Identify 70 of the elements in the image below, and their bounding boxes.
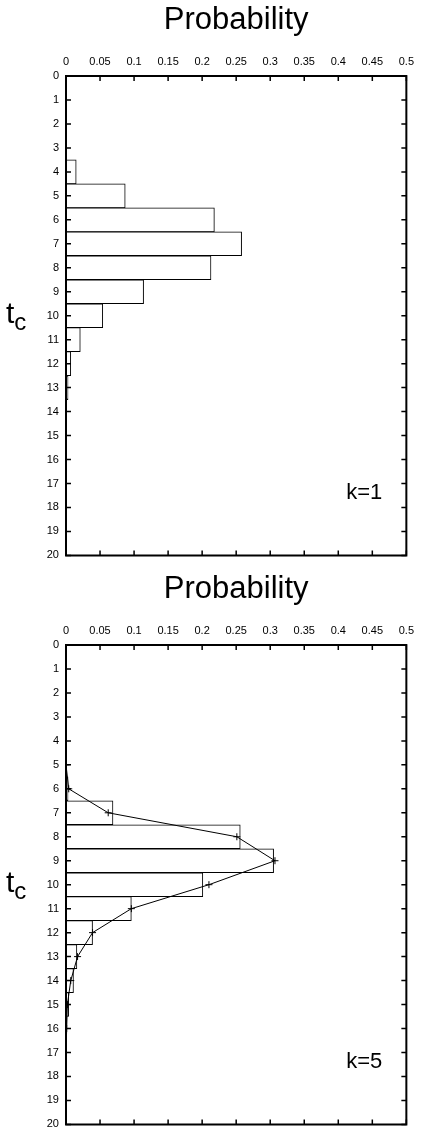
y-tick-label: 18	[46, 1069, 59, 1082]
y-tick-label: 4	[52, 733, 59, 746]
y-tick-label: 5	[52, 757, 59, 770]
y-tick-label: 19	[46, 1093, 59, 1106]
x-tick-label: 0.05	[89, 624, 111, 637]
x-tick-label: 0.5	[398, 624, 414, 637]
x-tick-label: 0.2	[194, 55, 210, 68]
y-tick-label: 14	[46, 973, 59, 986]
y-axis-title: t$_{c}$	[6, 864, 27, 904]
y-tick-label: 3	[52, 709, 59, 722]
y-tick-label: 15	[46, 428, 59, 441]
x-tick-label: 0.4	[330, 624, 346, 637]
x-tick-label: 0.05	[89, 55, 111, 68]
y-tick-label: 3	[52, 140, 59, 153]
y-tick-label: 16	[46, 452, 59, 465]
y-tick-label: 10	[46, 308, 59, 321]
y-tick-label: 0	[52, 638, 59, 651]
y-tick-label: 1	[52, 93, 59, 105]
y-axis-title: t$_{c}$	[6, 295, 27, 335]
x-tick-label: 0.15	[157, 55, 179, 68]
y-tick-label: 19	[46, 524, 59, 537]
x-tick-label: 0.25	[225, 624, 247, 637]
y-tick-label: 10	[46, 877, 59, 890]
x-tick-label: 0.4	[330, 55, 346, 68]
y-tick-label: 11	[47, 901, 59, 914]
y-tick-label: 17	[46, 1045, 59, 1058]
y-tick-label: 1	[52, 662, 59, 674]
y-tick-label: 20	[46, 1117, 59, 1130]
x-tick-label: 0.35	[293, 624, 315, 637]
y-tick-label: 18	[46, 500, 59, 513]
y-tick-label: 8	[52, 260, 59, 273]
x-tick-label: 0.1	[126, 55, 142, 68]
annotation: k=1	[346, 479, 383, 505]
y-tick-label: 8	[52, 829, 59, 842]
x-tick-label: 0.25	[225, 55, 247, 68]
y-tick-label: 14	[46, 404, 59, 417]
y-tick-label: 2	[52, 685, 59, 698]
x-tick-label: 0.35	[293, 55, 315, 68]
y-tick-label: 2	[52, 116, 59, 129]
annotation: k=5	[346, 1048, 383, 1074]
x-tick-label: 0.3	[262, 624, 278, 637]
y-tick-label: 11	[47, 332, 59, 345]
y-tick-label: 4	[52, 164, 59, 177]
y-tick-label: 7	[52, 236, 59, 249]
x-axis-title: Probability	[163, 1, 310, 37]
x-tick-label: 0.3	[262, 55, 278, 68]
y-tick-label: 15	[46, 997, 59, 1010]
y-tick-label: 0	[52, 69, 59, 82]
y-tick-label: 20	[46, 548, 59, 561]
x-tick-label: 0.45	[361, 55, 384, 68]
y-tick-label: 6	[52, 781, 59, 794]
y-tick-label: 16	[46, 1021, 59, 1034]
x-tick-label: 0.2	[194, 624, 210, 637]
x-tick-label: 0.45	[361, 624, 384, 637]
x-tick-label: 0	[62, 55, 70, 68]
y-tick-label: 7	[52, 805, 59, 818]
x-tick-label: 0	[62, 624, 70, 637]
x-tick-label: 0.15	[157, 624, 179, 637]
y-tick-label: 12	[46, 925, 59, 938]
y-tick-label: 9	[52, 853, 59, 866]
x-tick-label: 0.1	[126, 624, 142, 637]
y-tick-label: 5	[52, 188, 59, 201]
y-tick-label: 12	[46, 356, 59, 369]
y-tick-label: 17	[46, 476, 59, 489]
x-axis-title: Probability	[163, 570, 310, 606]
y-tick-label: 6	[52, 212, 59, 225]
y-tick-label: 13	[46, 949, 59, 962]
x-tick-label: 0.5	[398, 55, 414, 68]
y-tick-label: 13	[46, 380, 59, 393]
y-tick-label: 9	[52, 284, 59, 297]
